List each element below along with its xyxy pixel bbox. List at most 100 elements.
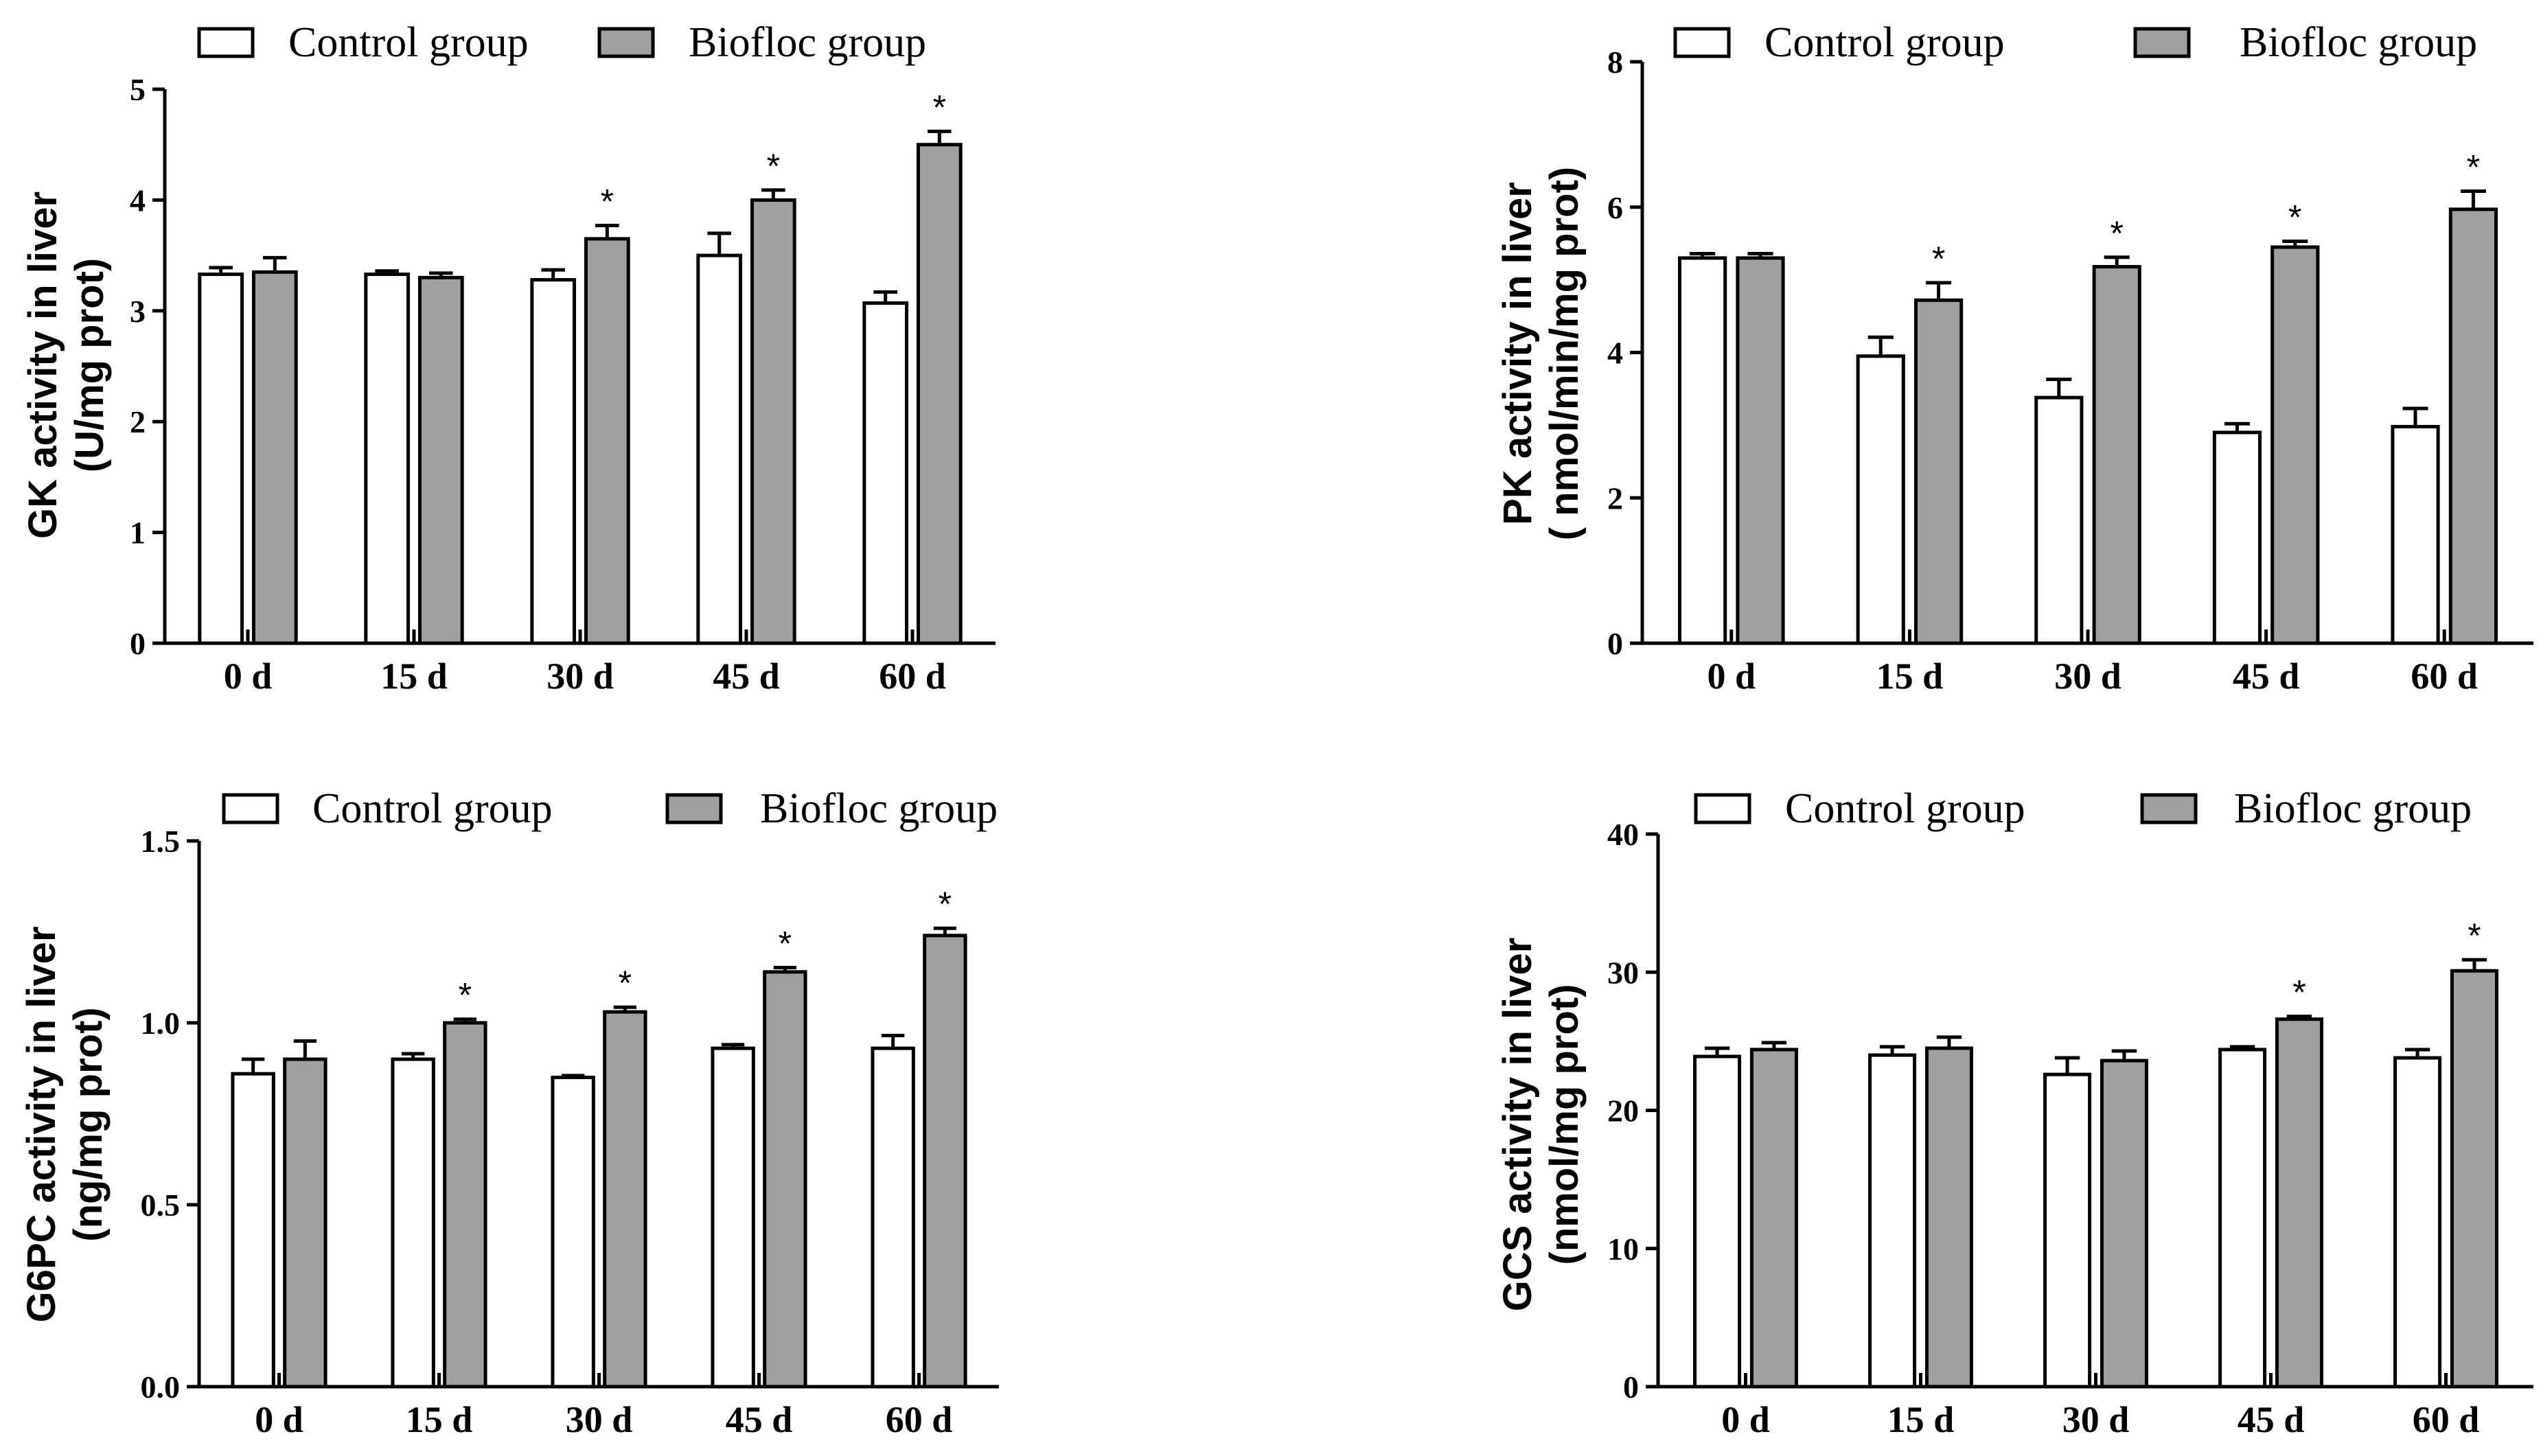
y-axis-title-gk: GK activity in liver xyxy=(21,192,65,539)
x-tick-label: 15 d xyxy=(1887,1399,1955,1440)
bar-control xyxy=(1678,256,1727,645)
bar-biofloc xyxy=(1736,256,1785,645)
x-tick-label: 30 d xyxy=(547,656,614,697)
legend-label-biofloc: Biofloc group xyxy=(760,785,998,832)
legend-pk: Control group Biofloc group xyxy=(1673,19,2477,66)
error-bar xyxy=(2460,189,2486,209)
error-bar xyxy=(263,255,287,273)
significance-marker: * xyxy=(2110,214,2123,253)
x-tick-label: 60 d xyxy=(2411,656,2478,697)
error-bar xyxy=(773,965,796,972)
bar-biofloc xyxy=(283,1057,327,1389)
bar-biofloc xyxy=(923,934,967,1389)
error-bar xyxy=(562,1074,585,1078)
y-axis-unit-pk: ( nmol/min/mg prot) xyxy=(1542,167,1587,541)
error-bar xyxy=(2402,406,2428,427)
y-tick-label: 4 xyxy=(1607,336,1623,371)
x-tick-label: 45 d xyxy=(726,1399,793,1440)
significance-marker: * xyxy=(2292,973,2306,1012)
legend-swatch-biofloc xyxy=(2133,27,2191,58)
legend-swatch-control xyxy=(222,793,279,824)
bar-biofloc xyxy=(2450,969,2498,1389)
error-bar xyxy=(375,269,399,275)
error-bar xyxy=(761,188,785,200)
error-bar xyxy=(2404,1048,2430,1059)
x-tick-label: 60 d xyxy=(2413,1399,2480,1440)
x-tick-label: 45 d xyxy=(2233,656,2300,697)
bar-biofloc xyxy=(2448,207,2498,645)
bar-biofloc xyxy=(417,275,464,645)
error-bar xyxy=(2286,1015,2312,1019)
legend-label-biofloc: Biofloc group xyxy=(2240,19,2477,66)
bar-control xyxy=(1868,1053,1917,1389)
legend-swatch-biofloc xyxy=(2140,793,2198,824)
legend-label-control: Control group xyxy=(1764,19,2005,66)
y-tick-label: 4 xyxy=(130,183,146,218)
x-tick-label: 15 d xyxy=(380,656,448,697)
x-tick-label: 45 d xyxy=(2238,1399,2305,1440)
x-tick-label: 15 d xyxy=(406,1399,473,1440)
y-axis-title-g6pc: G6PC activity in liver xyxy=(19,926,64,1322)
legend-gcs: Control group Biofloc group xyxy=(1694,785,2472,832)
y-axis-unit-gk: (U/mg prot) xyxy=(67,258,112,473)
error-bar xyxy=(1926,281,1952,301)
error-bar xyxy=(242,1057,265,1074)
error-bar xyxy=(882,1034,905,1049)
legend-label-control: Control group xyxy=(288,19,529,66)
x-tick-label: 30 d xyxy=(566,1399,633,1440)
bar-control xyxy=(198,273,244,645)
x-tick-label: 30 d xyxy=(2062,1399,2130,1440)
x-tick-label: 0 d xyxy=(224,656,273,697)
legend-label-control: Control group xyxy=(1785,785,2025,832)
error-bar xyxy=(595,224,619,239)
error-bar xyxy=(1690,252,1716,258)
significance-marker: * xyxy=(2468,916,2481,955)
x-tick-label: 0 d xyxy=(255,1399,303,1440)
bar-biofloc xyxy=(1749,1048,1798,1389)
error-bar xyxy=(1747,252,1773,258)
x-tick-label: 60 d xyxy=(879,656,946,697)
significance-marker: * xyxy=(933,88,946,126)
bar-control xyxy=(1856,354,1905,645)
bar-control xyxy=(2218,1048,2267,1389)
error-bar xyxy=(1761,1041,1787,1050)
significance-marker: * xyxy=(779,924,792,962)
error-bar xyxy=(613,1005,636,1013)
significance-marker: * xyxy=(2288,198,2301,237)
y-tick-label: 1.5 xyxy=(141,824,181,859)
significance-marker: * xyxy=(459,976,472,1015)
bar-control xyxy=(2393,1056,2442,1389)
significance-marker: * xyxy=(767,147,780,185)
y-tick-label: 2 xyxy=(1607,481,1623,516)
y-tick-label: 10 xyxy=(1607,1232,1639,1267)
bar-biofloc xyxy=(2275,1017,2323,1389)
error-bar xyxy=(209,266,233,275)
x-tick-label: 15 d xyxy=(1876,656,1944,697)
error-bar xyxy=(429,271,453,278)
significance-marker: * xyxy=(939,885,952,923)
y-tick-label: 5 xyxy=(130,72,146,107)
error-bar xyxy=(2461,958,2487,971)
bar-control xyxy=(231,1072,275,1389)
error-bar xyxy=(1936,1035,1962,1048)
bar-control xyxy=(364,273,411,645)
legend-swatch-biofloc xyxy=(665,793,723,824)
y-tick-label: 0.5 xyxy=(141,1188,181,1223)
legend-label-biofloc: Biofloc group xyxy=(689,19,926,66)
panel-pk: Control group Biofloc group PK activity … xyxy=(1495,19,2533,697)
bar-biofloc xyxy=(763,970,807,1389)
x-tick-label: 0 d xyxy=(1708,656,1756,697)
bar-control xyxy=(530,278,577,645)
x-tick-label: 45 d xyxy=(713,656,780,697)
error-bar xyxy=(873,290,897,303)
legend-swatch-control xyxy=(1673,27,1731,58)
error-bar xyxy=(541,268,565,280)
bar-biofloc xyxy=(584,237,630,645)
error-bar xyxy=(2046,378,2072,398)
bar-biofloc xyxy=(2100,1059,2148,1389)
y-tick-label: 0 xyxy=(130,626,146,661)
error-bar xyxy=(2282,240,2308,247)
x-tick-label: 60 d xyxy=(886,1399,953,1440)
bar-control xyxy=(711,1046,755,1389)
bar-control xyxy=(391,1057,435,1389)
